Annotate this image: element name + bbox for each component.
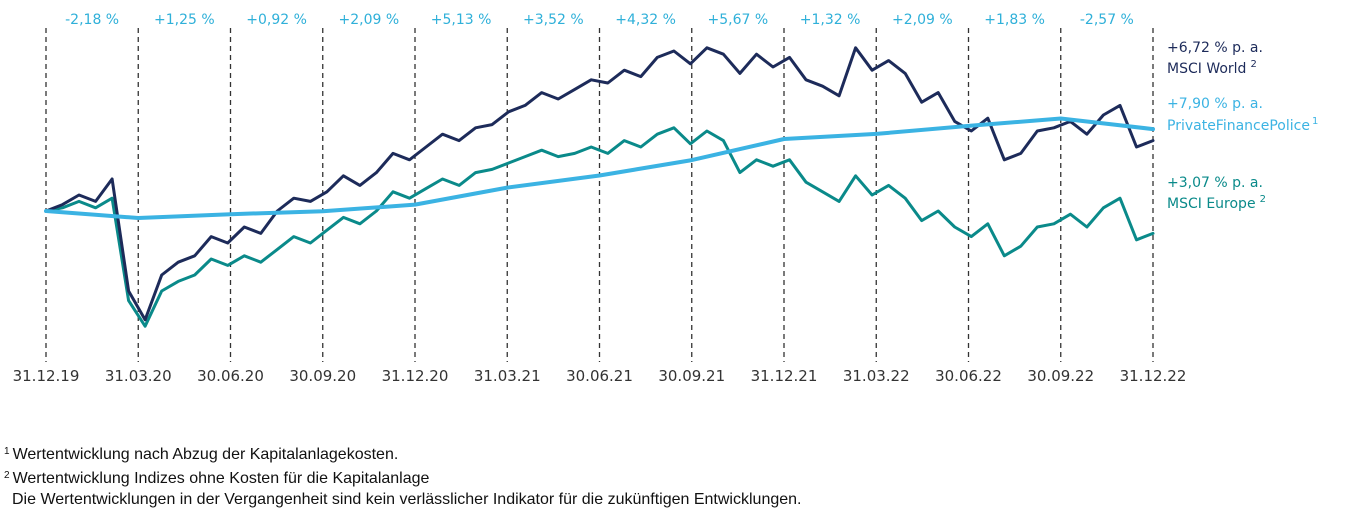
footnote-2-marker: 2 (4, 470, 10, 481)
legend-msci-europe: +3,07 % p. a. MSCI Europe 2 (1167, 175, 1266, 212)
x-tick-label: 30.09.22 (1027, 367, 1094, 385)
footnotes: 1 Wertentwicklung nach Abzug der Kapitala… (4, 440, 801, 512)
x-tick-label: 30.09.21 (658, 367, 725, 385)
footnote-1-text: Wertentwicklung nach Abzug der Kapitalan… (12, 446, 399, 463)
series-line-pfp (44, 116, 1155, 220)
x-tick-label: 31.12.22 (1120, 367, 1187, 385)
series-line-msci_world (44, 46, 1155, 322)
quarter-return-label: -2,57 % (1080, 12, 1134, 28)
footnote-1-marker: 1 (4, 446, 10, 457)
x-tick-label: 30.06.21 (566, 367, 633, 385)
quarter-gridlines (45, 28, 1154, 362)
quarter-return-label: +0,92 % (246, 12, 307, 28)
x-tick-label: 31.03.22 (843, 367, 910, 385)
quarter-return-label: -2,18 % (65, 12, 119, 28)
x-tick-label: 31.12.19 (13, 367, 80, 385)
x-tick-label: 31.12.20 (382, 367, 449, 385)
quarter-return-label: +1,32 % (800, 12, 861, 28)
quarter-returns: -2,18 % +1,25 % +0,92 % +2,09 % +5,13 % +3,52… (65, 12, 1134, 28)
quarter-return-label: +2,09 % (339, 12, 400, 28)
quarter-return-label: +1,25 % (154, 12, 215, 28)
legend-pfp: +7,90 % p. a. PrivateFinancePolice 1 (1167, 96, 1318, 134)
legend-pfp-sup: 1 (1312, 116, 1318, 127)
x-tick-label: 30.06.20 (197, 367, 264, 385)
legend-msci-europe-sup: 2 (1260, 194, 1266, 205)
x-tick-label: 31.03.20 (105, 367, 172, 385)
legend-msci-world-value: +6,72 % p. a. (1167, 40, 1263, 56)
footnote-2-text: Wertentwicklung Indizes ohne Kosten für … (12, 470, 430, 487)
x-tick-label: 31.12.21 (751, 367, 818, 385)
x-tick-label: 31.03.21 (474, 367, 541, 385)
legend-pfp-name: PrivateFinancePolice (1167, 118, 1310, 134)
quarter-return-label: +4,32 % (615, 12, 676, 28)
x-tick-label: 30.06.22 (935, 367, 1002, 385)
footnote-2: 2 Wertentwicklung Indizes ohne Kosten für… (4, 464, 801, 488)
x-axis-ticks: 31.12.19 31.03.20 30.06.20 30.09.20 31.12.20… (13, 367, 1187, 385)
quarter-return-label: +5,67 % (708, 12, 769, 28)
series-line-msci_europe (44, 126, 1155, 328)
quarter-return-label: +3,52 % (523, 12, 584, 28)
disclaimer: Die Wertentwicklungen in der Vergangenhe… (12, 491, 802, 508)
footnote-1: 1 Wertentwicklung nach Abzug der Kapitala… (4, 440, 801, 464)
quarter-return-label: +1,83 % (984, 12, 1045, 28)
quarter-return-label: +5,13 % (431, 12, 492, 28)
legend-msci-world-sup: 2 (1250, 59, 1256, 70)
legend-msci-world: +6,72 % p. a. MSCI World 2 (1167, 40, 1263, 77)
series-lines (44, 46, 1155, 328)
legend-msci-europe-name: MSCI Europe (1167, 196, 1256, 212)
legend-pfp-value: +7,90 % p. a. (1167, 96, 1263, 112)
legend-msci-world-name: MSCI World (1167, 61, 1246, 77)
x-tick-label: 30.09.20 (289, 367, 356, 385)
quarter-return-label: +2,09 % (892, 12, 953, 28)
performance-chart: -2,18 % +1,25 % +0,92 % +2,09 % +5,13 % +3,52… (13, 12, 1319, 385)
legend-msci-europe-value: +3,07 % p. a. (1167, 175, 1263, 191)
